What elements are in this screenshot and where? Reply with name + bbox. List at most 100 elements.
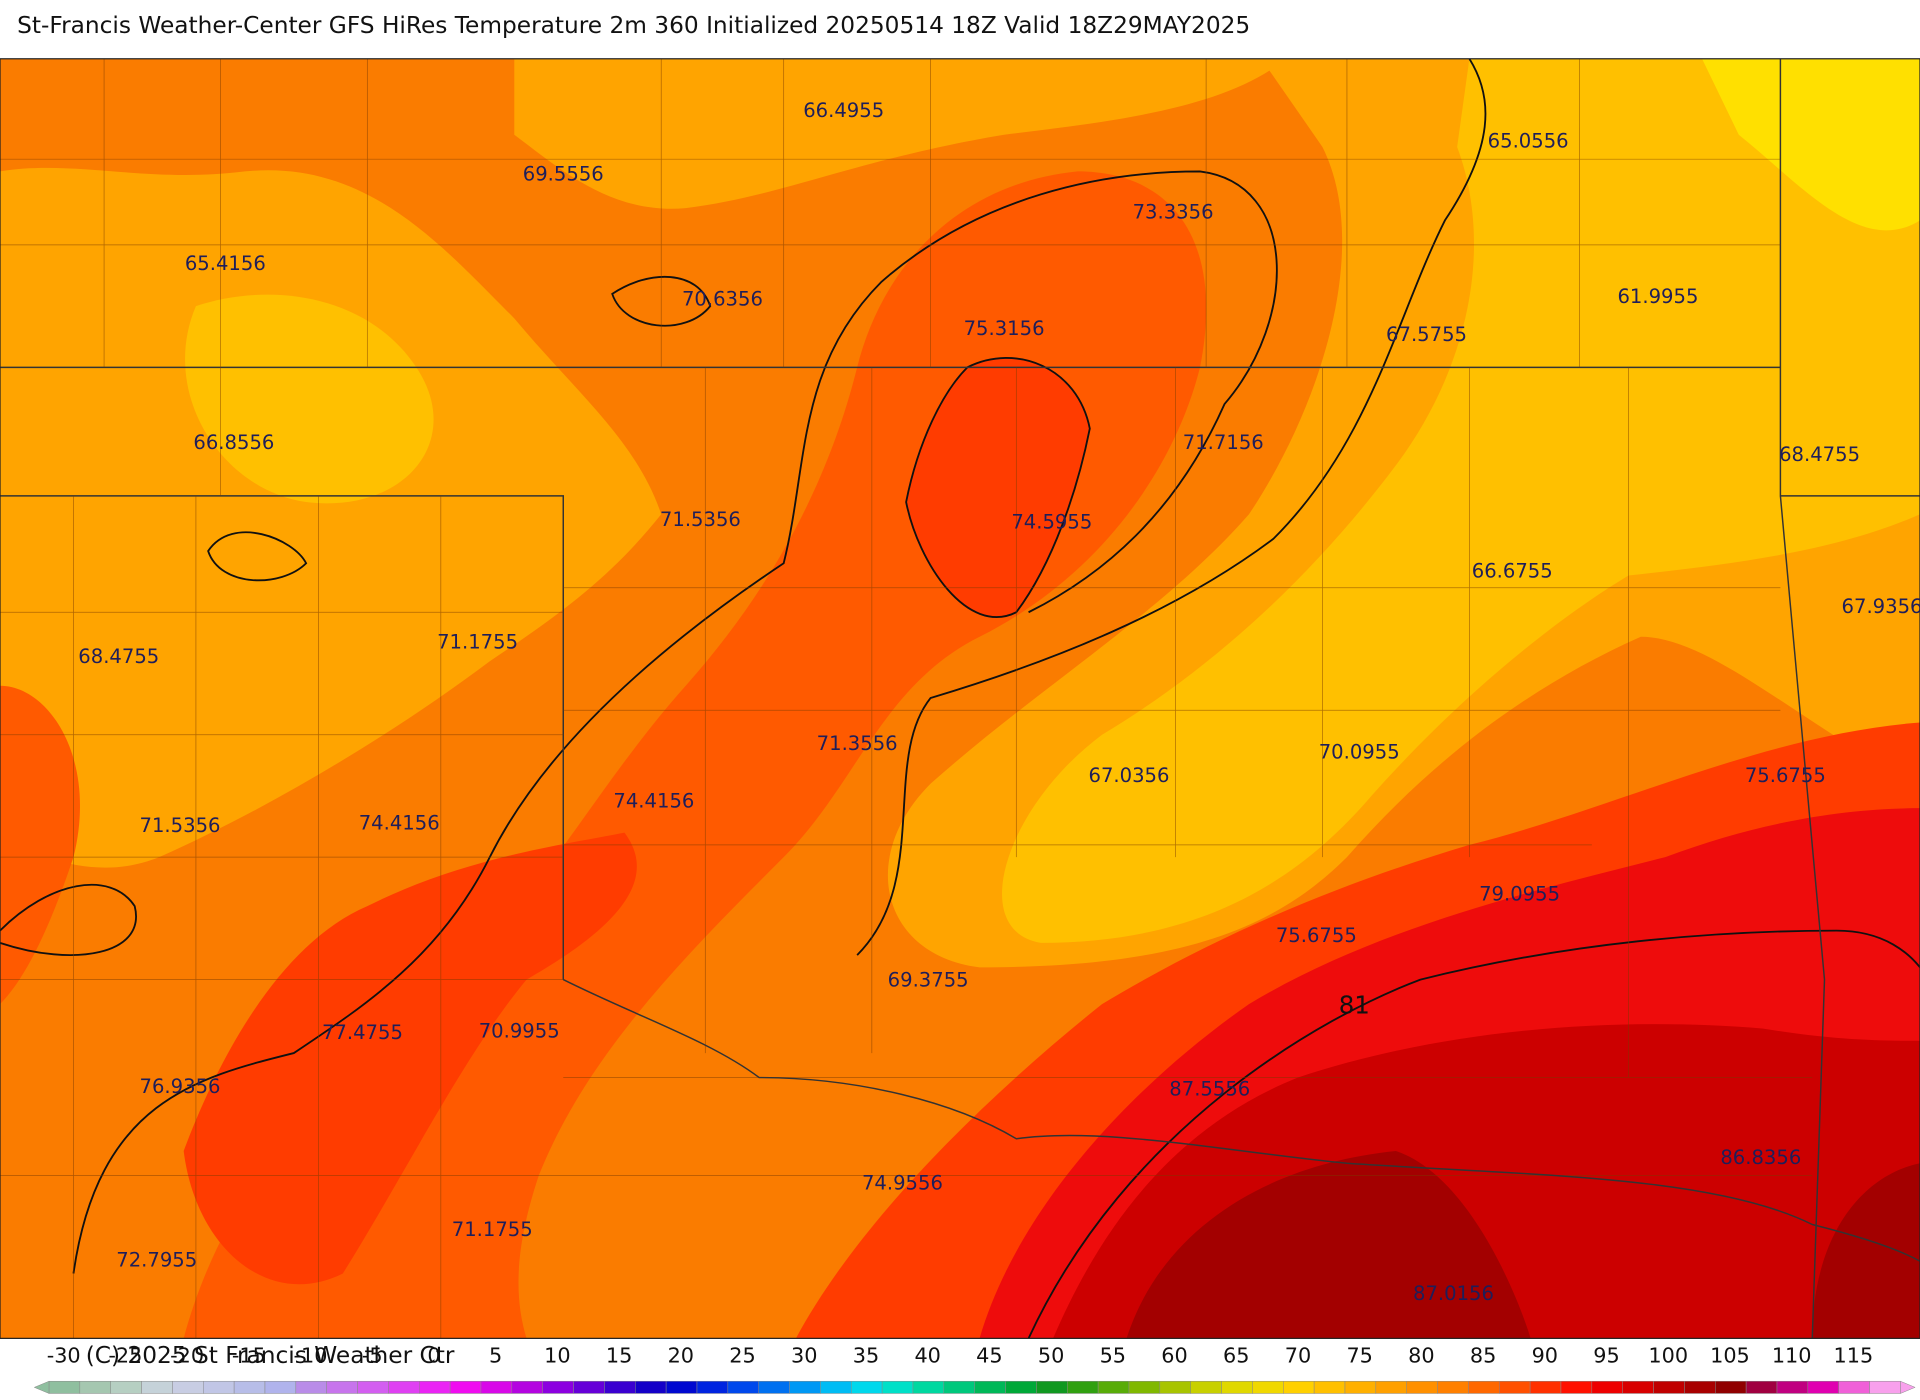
colorbar-swatch (480, 1380, 513, 1394)
colorbar-swatch (1097, 1380, 1130, 1394)
contour-label: 66.6755 (1472, 559, 1553, 582)
colorbar-swatch (1869, 1380, 1901, 1394)
contour-line (72, 170, 1278, 1274)
colorbar-swatch (141, 1380, 173, 1394)
colorbar-tick-label: 75 (1346, 1344, 1372, 1368)
contour-label: 71.5356 (660, 508, 741, 531)
contour-label: 87.5556 (1169, 1077, 1250, 1100)
contour-label: 70.6356 (682, 288, 763, 311)
colorbar-swatch (1283, 1380, 1315, 1394)
contour-line (856, 58, 1487, 956)
colorbar-tick-label: 55 (1100, 1344, 1126, 1368)
contour-label: 77.4755 (322, 1021, 403, 1044)
contour-label: 74.9556 (862, 1172, 943, 1195)
colorbar-tick-label: 105 (1710, 1344, 1750, 1368)
colorbar-swatch (1807, 1380, 1839, 1394)
colorbar-swatch (1005, 1380, 1037, 1394)
colorbar-swatch (1468, 1380, 1500, 1394)
colorbar-tick-label: 70 (1285, 1344, 1311, 1368)
field-band (514, 58, 1286, 209)
contour-label: 65.4156 (185, 252, 266, 275)
colorbar-swatch (1560, 1380, 1593, 1394)
colorbar-tick-label: -15 (232, 1344, 266, 1368)
field-band (0, 167, 662, 868)
colorbar-swatch (79, 1380, 111, 1394)
field-band (185, 294, 434, 504)
colorbar-swatch (1375, 1380, 1407, 1394)
contour-label: 68.4755 (1779, 443, 1860, 466)
colorbar-swatch (635, 1380, 667, 1394)
contour-label: 86.8356 (1720, 1146, 1801, 1169)
colorbar-swatch (1221, 1380, 1253, 1394)
colorbar-swatch (1036, 1380, 1068, 1394)
contour-label: 70.0955 (1319, 741, 1400, 764)
colorbar-swatch (1128, 1380, 1161, 1394)
copyright: (C) 2025 St Francis Weather Ctr (86, 1342, 455, 1369)
colorbar-swatch (233, 1380, 266, 1394)
colorbar-swatch (758, 1380, 790, 1394)
contour-label: 70.9955 (479, 1020, 560, 1043)
colorbar-swatch (419, 1380, 451, 1394)
colorbar-swatch (1406, 1380, 1438, 1394)
colorbar-tick-label: -10 (294, 1344, 328, 1368)
contour-line (0, 884, 137, 957)
field-band (1126, 1151, 1531, 1339)
contour-label: 66.4955 (803, 99, 884, 122)
colorbar-tick-label: 65 (1223, 1344, 1249, 1368)
contour-line (611, 275, 712, 327)
colorbar-swatch (1252, 1380, 1284, 1394)
colorbar-arrow (1900, 1380, 1916, 1394)
field-band (1002, 58, 1920, 943)
contour-labels: 66.4955 65.0556 69.5556 73.3356 65.4156 70.63… (78, 99, 1920, 1305)
colorbar-tick-label: 95 (1593, 1344, 1619, 1368)
colorbar-swatch (851, 1380, 883, 1394)
colorbar-tick-label: 115 (1834, 1344, 1874, 1368)
colorbar-swatch (264, 1380, 297, 1394)
colorbar-tick-label: 35 (853, 1344, 879, 1368)
contour-label: 71.5356 (140, 814, 221, 837)
colorbar-tick-label: 110 (1772, 1344, 1812, 1368)
contour-label: 74.5955 (1011, 510, 1092, 533)
contour-label: 71.7156 (1183, 431, 1264, 454)
colorbar-swatch (727, 1380, 759, 1394)
colorbar-swatch (48, 1380, 81, 1394)
contour-label: 76.9356 (140, 1075, 221, 1098)
contour-label: 74.4156 (359, 812, 440, 835)
colorbar-tick-label: 30 (791, 1344, 817, 1368)
colorbar-swatch (1313, 1380, 1346, 1394)
colorbar-swatch (573, 1380, 605, 1394)
colorbar-tick-label: 85 (1470, 1344, 1496, 1368)
colorbar-swatch (542, 1380, 574, 1394)
field-band (906, 357, 1090, 618)
colorbar-swatch (110, 1380, 142, 1394)
county-border (0, 58, 1813, 1339)
contour-label: 75.6755 (1745, 764, 1826, 787)
colorbar-tick-label: 45 (976, 1344, 1002, 1368)
contour-label: 69.5556 (523, 163, 604, 186)
colorbar-swatch (388, 1380, 420, 1394)
contour-label: 67.9356 (1842, 595, 1920, 618)
map-area (0, 58, 1920, 1339)
contour-label: 75.6755 (1276, 924, 1357, 947)
contour-label: 67.5755 (1386, 323, 1467, 346)
colorbar-tick-label: 90 (1532, 1344, 1558, 1368)
colorbar-swatch (1190, 1380, 1222, 1394)
colorbar-tick-label: -25 (108, 1344, 142, 1368)
colorbar: -30 -25 -20 -15 -10 -5 0 5 10 15 20 25 30 35 40 45 50 55 6… (33, 1344, 1916, 1394)
contour-label: 61.9955 (1617, 285, 1698, 308)
colorbar-swatch (1745, 1380, 1778, 1394)
colorbar-swatch (943, 1380, 975, 1394)
colorbar-tick-label: 60 (1161, 1344, 1187, 1368)
colorbar-swatch (203, 1380, 235, 1394)
contour-label: 71.1755 (452, 1218, 533, 1241)
contour-label: 87.0156 (1413, 1282, 1494, 1305)
contour-label: 79.0955 (1479, 883, 1560, 906)
contour-line (1027, 929, 1920, 1339)
contour-label: 81 (1339, 991, 1370, 1020)
colorbar-tick-label: -5 (362, 1344, 383, 1368)
state-border (0, 58, 1920, 1339)
colorbar-swatch (1437, 1380, 1469, 1394)
contour-label: 74.4156 (613, 790, 694, 813)
colorbar-swatch (974, 1380, 1006, 1394)
